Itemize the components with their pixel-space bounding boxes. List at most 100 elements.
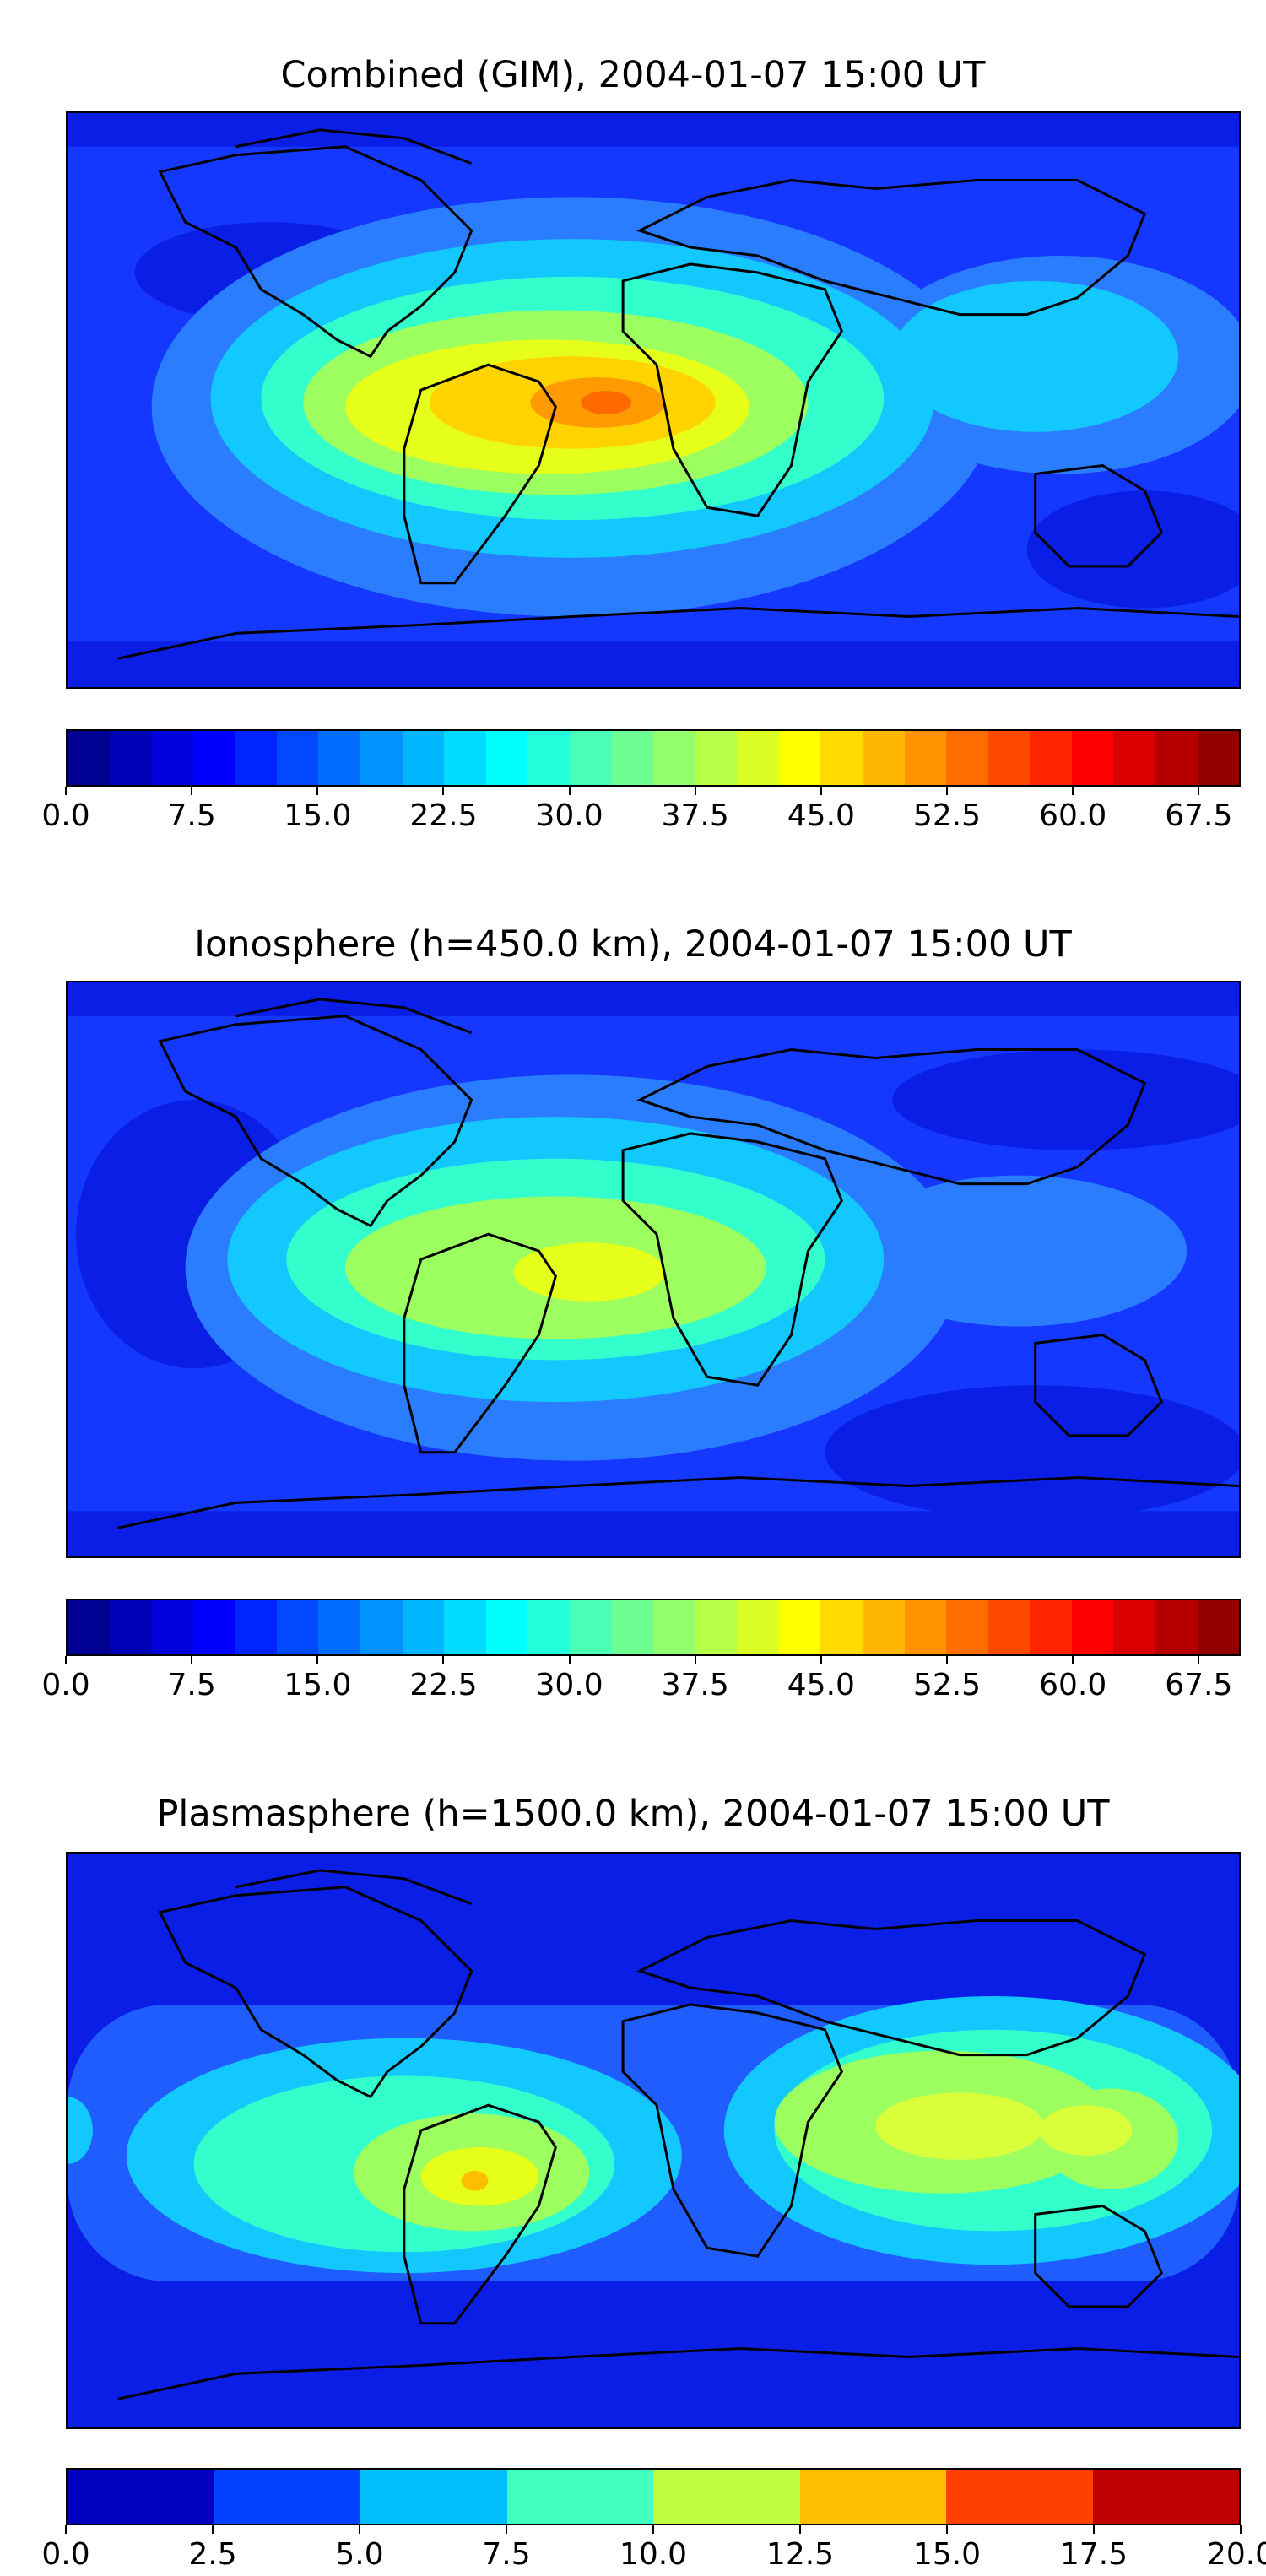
- colorbar-segment: [360, 2470, 507, 2524]
- colorbar-tick-mark: [442, 787, 445, 795]
- colorbar-segment: [820, 731, 863, 785]
- colorbar-tick-mark: [1093, 2525, 1095, 2534]
- colorbar-segment: [1155, 731, 1198, 785]
- colorbar-ticks-combined: 0.0 7.5 15.0 22.5 30.0 37.5 45.0 52.5 60.0 67.5: [41, 787, 1241, 837]
- colorbar-tick-mark: [820, 1656, 822, 1664]
- contour-band: [581, 391, 632, 414]
- colorbar-tick-mark: [946, 787, 948, 795]
- polar-band: [68, 982, 1239, 1016]
- colorbar-segment: [799, 2470, 946, 2524]
- colorbar-tick-mark: [65, 1656, 67, 1664]
- colorbar-segment: [1113, 1600, 1156, 1654]
- colorbar-segment: [737, 1600, 779, 1654]
- colorbar-segment: [444, 731, 486, 785]
- colorbar-segment: [235, 1600, 277, 1654]
- map-title-combined: Combined (GIM), 2004-01-07 15:00 UT: [280, 54, 986, 96]
- colorbar-tick-mark: [946, 1656, 948, 1664]
- colorbar-segment: [318, 1600, 361, 1654]
- colorbar-tick-mark: [316, 1656, 319, 1664]
- map-ionosphere: [66, 981, 1241, 1558]
- colorbar-segment: [820, 1600, 863, 1654]
- colorbar-tick-label: 22.5: [409, 1668, 478, 1702]
- colorbar-segment: [653, 731, 695, 785]
- polar-band: [68, 641, 1239, 687]
- colorbar-tick-mark: [1072, 1656, 1074, 1664]
- colorbar-segment: [778, 1600, 821, 1654]
- colorbar-tick-mark: [212, 2525, 214, 2534]
- colorbar-segment: [360, 731, 403, 785]
- colorbar-segment: [214, 2470, 360, 2524]
- colorbar-segment: [485, 731, 528, 785]
- colorbar-tick-mark: [316, 787, 319, 795]
- colorbar-tick-label: 15.0: [284, 798, 352, 833]
- colorbar-tick-mark: [652, 2525, 654, 2534]
- colorbar-tick-label: 0.0: [41, 2537, 90, 2572]
- colorbar-ionosphere: [66, 1599, 1241, 1656]
- colorbar-tick-label: 20.0: [1206, 2537, 1266, 2572]
- colorbar-tick-mark: [1198, 1656, 1200, 1664]
- colorbar-segment: [904, 731, 947, 785]
- colorbar-segment: [946, 2470, 1093, 2524]
- colorbar-segment: [569, 731, 612, 785]
- colorbar-tick-mark: [442, 1656, 445, 1664]
- colorbar-tick-label: 60.0: [1039, 1668, 1107, 1702]
- tec-map-plasmasphere: [68, 1854, 1239, 2427]
- low-region: [1026, 490, 1239, 609]
- coastlines: [117, 128, 1239, 660]
- colorbar-segment: [506, 2470, 653, 2524]
- colorbar-segment: [1030, 1600, 1072, 1654]
- coastlines: [117, 1869, 1239, 2400]
- colorbar-tick-mark: [568, 787, 571, 795]
- colorbar-tick-label: 7.5: [167, 1668, 216, 1702]
- tec-map-ionosphere: [68, 982, 1239, 1556]
- colorbar-segment: [318, 731, 361, 785]
- colorbar-tick-label: 7.5: [482, 2537, 531, 2572]
- colorbar-tick-label: 10.0: [619, 2537, 688, 2572]
- colorbar-segment: [862, 1600, 905, 1654]
- colorbar-tick-mark: [359, 2525, 360, 2534]
- colorbar-segment: [68, 1600, 110, 1654]
- colorbar-segment: [987, 1600, 1031, 1654]
- colorbar-segment: [528, 731, 570, 785]
- colorbar-segment: [235, 731, 277, 785]
- colorbar-segment: [737, 731, 779, 785]
- colorbar-tick-mark: [694, 1656, 696, 1664]
- colorbar-tick-label: 15.0: [284, 1668, 352, 1702]
- colorbar-tick-label: 52.5: [912, 1668, 982, 1702]
- colorbar-segment: [485, 1600, 528, 1654]
- colorbar-segment: [276, 731, 319, 785]
- colorbar-segment: [192, 731, 235, 785]
- colorbar-tick-mark: [191, 787, 193, 795]
- colorbar-tick-label: 52.5: [912, 798, 982, 833]
- colorbar-tick-label: 2.5: [188, 2537, 237, 2572]
- colorbar-segment: [109, 731, 152, 785]
- colorbar-tick-label: 60.0: [1039, 798, 1107, 833]
- low-region: [825, 1385, 1239, 1520]
- colorbar-tick-mark: [506, 2525, 507, 2534]
- colorbar-segment: [946, 1600, 988, 1654]
- colorbar-tick-label: 15.0: [912, 2537, 982, 2572]
- colorbar-segment: [695, 731, 738, 785]
- colorbar-tick-label: 0.0: [41, 1668, 90, 1702]
- colorbar-segment: [360, 1600, 403, 1654]
- colorbar-tick-label: 45.0: [787, 1668, 855, 1702]
- colorbar-tick-label: 37.5: [661, 798, 729, 833]
- colorbar-tick-mark: [568, 1656, 571, 1664]
- colorbar-tick-label: 17.5: [1059, 2537, 1128, 2572]
- colorbar-segment: [151, 731, 193, 785]
- colorbar-tick-mark: [1072, 787, 1074, 795]
- colorbar-plasmasphere: [66, 2468, 1241, 2525]
- colorbar-segment: [862, 731, 905, 785]
- colorbar-segment: [1071, 1600, 1114, 1654]
- colorbar-segment: [653, 1600, 695, 1654]
- colorbar-segment: [946, 731, 988, 785]
- colorbar-ticks-plasmasphere: 0.0 2.5 5.0 7.5 10.0 12.5 15.0 17.5 20.0: [41, 2525, 1266, 2576]
- colorbar-tick-label: 30.0: [535, 798, 603, 833]
- colorbar-segment: [151, 1600, 193, 1654]
- colorbar-tick-mark: [820, 787, 822, 795]
- colorbar-tick-mark: [65, 787, 67, 795]
- tec-map-combined: [68, 113, 1239, 687]
- contour-band: [875, 2092, 1044, 2160]
- colorbar-segment: [778, 731, 821, 785]
- colorbar-segment: [1030, 731, 1072, 785]
